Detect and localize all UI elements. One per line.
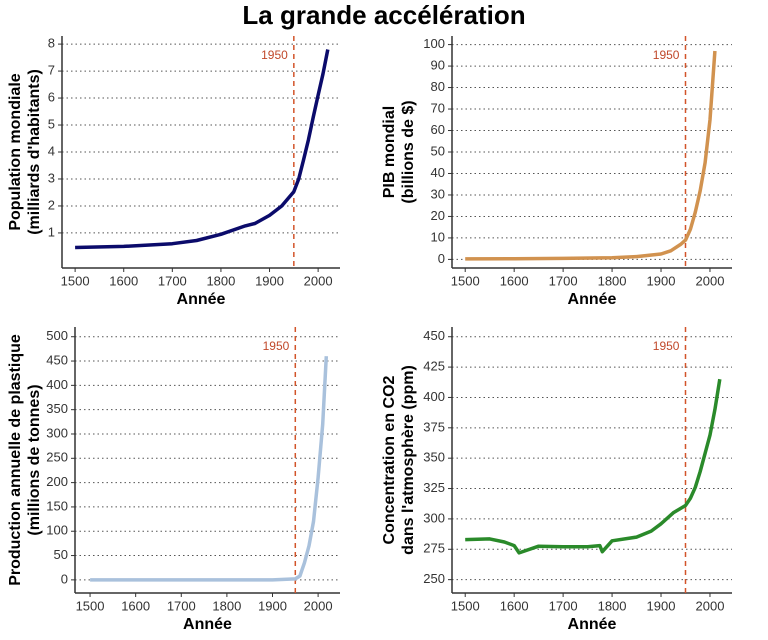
y-tick-label: 8 [48,36,55,51]
x-tick-label: 2000 [304,273,333,288]
x-axis-label: Année [177,291,226,308]
y-tick-label: 375 [423,419,445,434]
x-axis-label: Année [568,616,617,633]
y-tick-label: 90 [431,58,445,73]
y-tick-label: 425 [423,359,445,374]
data-line [75,49,330,250]
y-tick-label: 450 [46,352,68,367]
x-tick-label: 1500 [451,273,480,288]
y-tick-label: 150 [46,498,68,513]
y-tick-label: 500 [46,328,68,343]
y-tick-label: 400 [423,389,445,404]
y-tick-label: 4 [48,143,55,158]
y-tick-label: 30 [431,186,445,201]
y-tick-label: 5 [48,116,55,131]
y-tick-label: 0 [61,571,68,586]
y-tick-label: 20 [431,208,445,223]
x-tick-label: 1700 [167,598,196,613]
y-tick-label: 50 [431,143,445,158]
x-tick-label: 1500 [76,598,105,613]
x-tick-label: 1800 [598,598,627,613]
y-tick-label: 250 [423,571,445,586]
y-tick-label: 300 [46,425,68,440]
x-tick-label: 1700 [549,598,578,613]
y-tick-label: 2 [48,197,55,212]
y-tick-label: 60 [431,122,445,137]
x-tick-label: 1600 [121,598,150,613]
data-line [90,356,329,582]
x-tick-label: 2000 [304,598,333,613]
reference-label: 1950 [653,48,680,62]
y-tick-label: 350 [46,401,68,416]
x-tick-label: 1800 [598,273,627,288]
y-tick-label: 7 [48,63,55,78]
y-tick-label: 200 [46,474,68,489]
x-tick-label: 1900 [255,273,284,288]
y-tick-label: 450 [423,328,445,343]
x-tick-label: 1500 [61,273,90,288]
x-tick-label: 2000 [696,598,725,613]
y-tick-label: 350 [423,450,445,465]
x-tick-label: 1500 [451,598,480,613]
y-axis-label: (milliards d'habitants) [26,69,43,235]
y-tick-label: 50 [54,547,68,562]
x-tick-label: 1900 [258,598,287,613]
x-tick-label: 1600 [109,273,138,288]
y-axis-label: (billions de $) [400,100,417,203]
x-tick-label: 1700 [549,273,578,288]
y-tick-label: 70 [431,100,445,115]
reference-label: 1950 [653,339,680,353]
x-tick-label: 1800 [212,598,241,613]
y-tick-label: 300 [423,510,445,525]
y-tick-label: 100 [46,523,68,538]
y-tick-label: 80 [431,79,445,94]
y-tick-label: 100 [423,36,445,51]
y-tick-label: 0 [438,251,445,266]
y-tick-label: 400 [46,377,68,392]
y-tick-label: 10 [431,229,445,244]
x-tick-label: 1800 [206,273,235,288]
y-tick-label: 6 [48,89,55,104]
x-tick-label: 1700 [158,273,187,288]
y-tick-label: 3 [48,170,55,185]
y-tick-label: 275 [423,541,445,556]
y-axis-label: (millions de tonnes) [26,384,43,535]
x-tick-label: 1900 [647,598,676,613]
x-tick-label: 1600 [500,598,529,613]
x-tick-label: 1900 [647,273,676,288]
x-tick-label: 2000 [696,273,725,288]
data-line [465,50,717,261]
y-axis-label: PIB mondial [381,106,398,198]
y-tick-label: 325 [423,480,445,495]
y-tick-label: 40 [431,165,445,180]
reference-label: 1950 [263,339,290,353]
data-line [465,378,722,555]
reference-label: 1950 [261,48,288,62]
y-axis-label: Concentration en CO2 [381,375,398,544]
x-tick-label: 1600 [500,273,529,288]
y-axis-label: dans l'atmosphère (ppm) [400,365,417,555]
x-axis-label: Année [183,616,232,633]
x-axis-label: Année [568,291,617,308]
y-tick-label: 1 [48,224,55,239]
y-axis-label: Population mondiale [7,73,24,230]
y-axis-label: Production annuelle de plastique [7,334,24,586]
y-tick-label: 250 [46,450,68,465]
chart-title: La grande accélération [242,0,525,30]
